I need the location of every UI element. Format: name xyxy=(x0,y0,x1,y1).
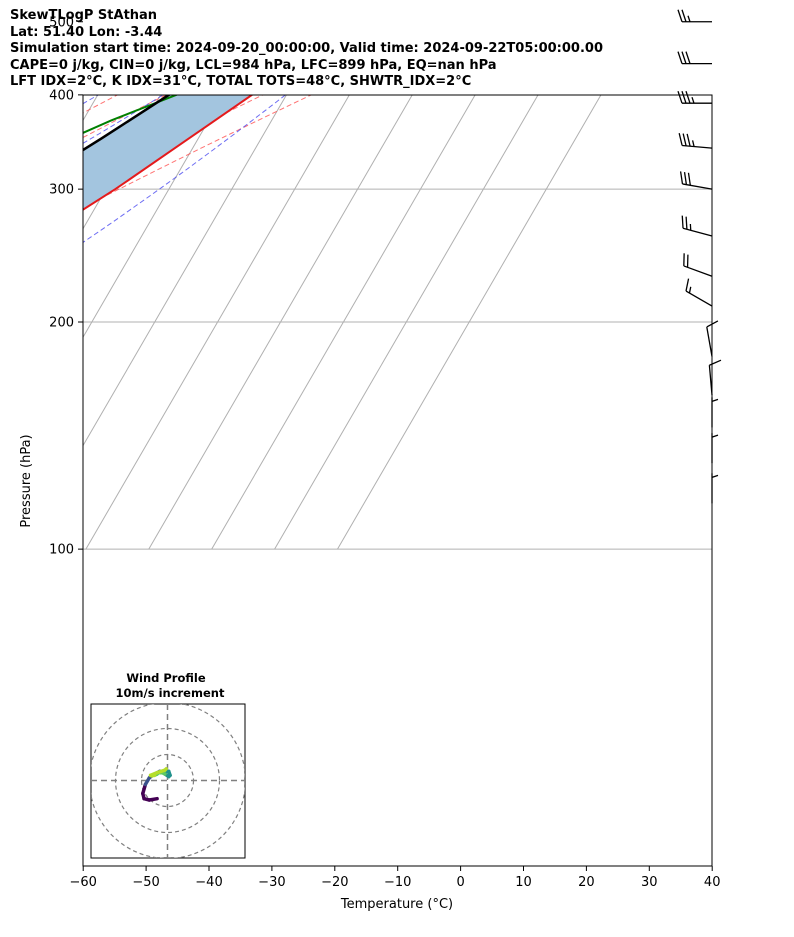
moist-adiabat xyxy=(0,0,461,549)
hodograph-title: Wind Profile xyxy=(126,671,206,685)
background-grid xyxy=(0,0,729,550)
wind-barb xyxy=(711,397,719,428)
y-tick-label: 100 xyxy=(49,543,74,558)
x-tick-label: −30 xyxy=(258,875,285,890)
moist-adiabat xyxy=(0,0,398,549)
y-tick-label: 200 xyxy=(49,316,74,331)
wind-barb xyxy=(711,433,719,464)
isotherm-line xyxy=(83,95,225,339)
wind-barb xyxy=(677,90,712,104)
wind-barb xyxy=(677,9,712,23)
wind-barb xyxy=(708,359,722,396)
x-tick-label: −40 xyxy=(195,875,222,890)
isotherm-line xyxy=(148,95,413,550)
wind-barb xyxy=(677,51,712,65)
x-tick-label: 20 xyxy=(578,875,595,890)
y-axis-label: Pressure (hPa) xyxy=(19,434,34,527)
isotherm-line xyxy=(83,95,162,230)
isotherm-line xyxy=(85,95,350,550)
moist-adiabat xyxy=(83,95,287,244)
x-axis-label: Temperature (°C) xyxy=(340,897,453,912)
dry-adiabat xyxy=(0,0,474,549)
moist-adiabat xyxy=(83,95,164,144)
dry-adiabat xyxy=(0,0,410,549)
moist-adiabat xyxy=(0,0,429,549)
dewpoint-profile xyxy=(83,95,179,134)
x-tick-label: 0 xyxy=(456,875,464,890)
x-tick-label: −60 xyxy=(69,875,96,890)
y-tick-label: 300 xyxy=(49,183,74,198)
wind-barb xyxy=(679,171,713,190)
location-line: Lat: 51.40 Lon: -3.44 xyxy=(10,24,163,40)
indices-line: LFT IDX=2°C, K IDX=31°C, TOTAL TOTS=48°C… xyxy=(10,74,472,89)
wind-barbs xyxy=(677,9,722,504)
dry-adiabat xyxy=(0,0,538,549)
y-tick-label: 400 xyxy=(49,88,74,103)
moist-adiabat xyxy=(83,95,228,191)
isotherm-line xyxy=(211,95,476,550)
chart-header: SkewTLogP StAthan Lat: 51.40 Lon: -3.44 … xyxy=(10,8,603,91)
profiles xyxy=(83,95,254,211)
temperature-profile xyxy=(83,95,254,211)
moist-adiabat xyxy=(0,0,524,549)
hodograph-subtitle: 10m/s increment xyxy=(116,686,225,700)
dry-adiabat xyxy=(0,0,602,549)
cape-shaded-area xyxy=(83,95,252,210)
x-tick-label: 40 xyxy=(704,875,721,890)
wind-barb xyxy=(711,473,719,504)
isotherm-line xyxy=(0,0,92,549)
x-tick-label: −10 xyxy=(384,875,411,890)
x-tick-label: 30 xyxy=(641,875,658,890)
hodograph-segment xyxy=(163,767,168,772)
cape-line: CAPE=0 j/kg, CIN=0 j/kg, LCL=984 hPa, LF… xyxy=(10,57,497,73)
chart-title: SkewTLogP StAthan xyxy=(10,8,158,23)
wind-barb xyxy=(706,320,719,357)
time-line: Simulation start time: 2024-09-20_00:00:… xyxy=(10,41,603,56)
moist-adiabat xyxy=(0,0,492,549)
cape-shading xyxy=(83,95,252,210)
x-tick-label: 10 xyxy=(515,875,532,890)
wind-barb xyxy=(683,253,713,277)
isotherm-line xyxy=(337,95,602,550)
isotherm-line xyxy=(274,95,539,550)
wind-barb xyxy=(685,278,713,307)
parcel-profile xyxy=(83,95,171,152)
isotherm-line xyxy=(83,95,287,447)
x-tick-label: −50 xyxy=(132,875,159,890)
x-tick-label: −20 xyxy=(321,875,348,890)
wind-barb xyxy=(681,215,713,237)
wind-barb xyxy=(678,133,713,149)
axes: −60 −50 −40 −30 −20 −10 0 10 20 30 40 100 200 300 400 5… xyxy=(49,15,721,890)
isotherm-line xyxy=(83,95,99,122)
dry-adiabat xyxy=(0,0,346,549)
y-tick-label: 500 xyxy=(49,15,74,30)
dry-adiabat xyxy=(0,0,283,549)
dry-adiabat xyxy=(0,0,729,549)
dry-adiabat xyxy=(0,0,665,549)
